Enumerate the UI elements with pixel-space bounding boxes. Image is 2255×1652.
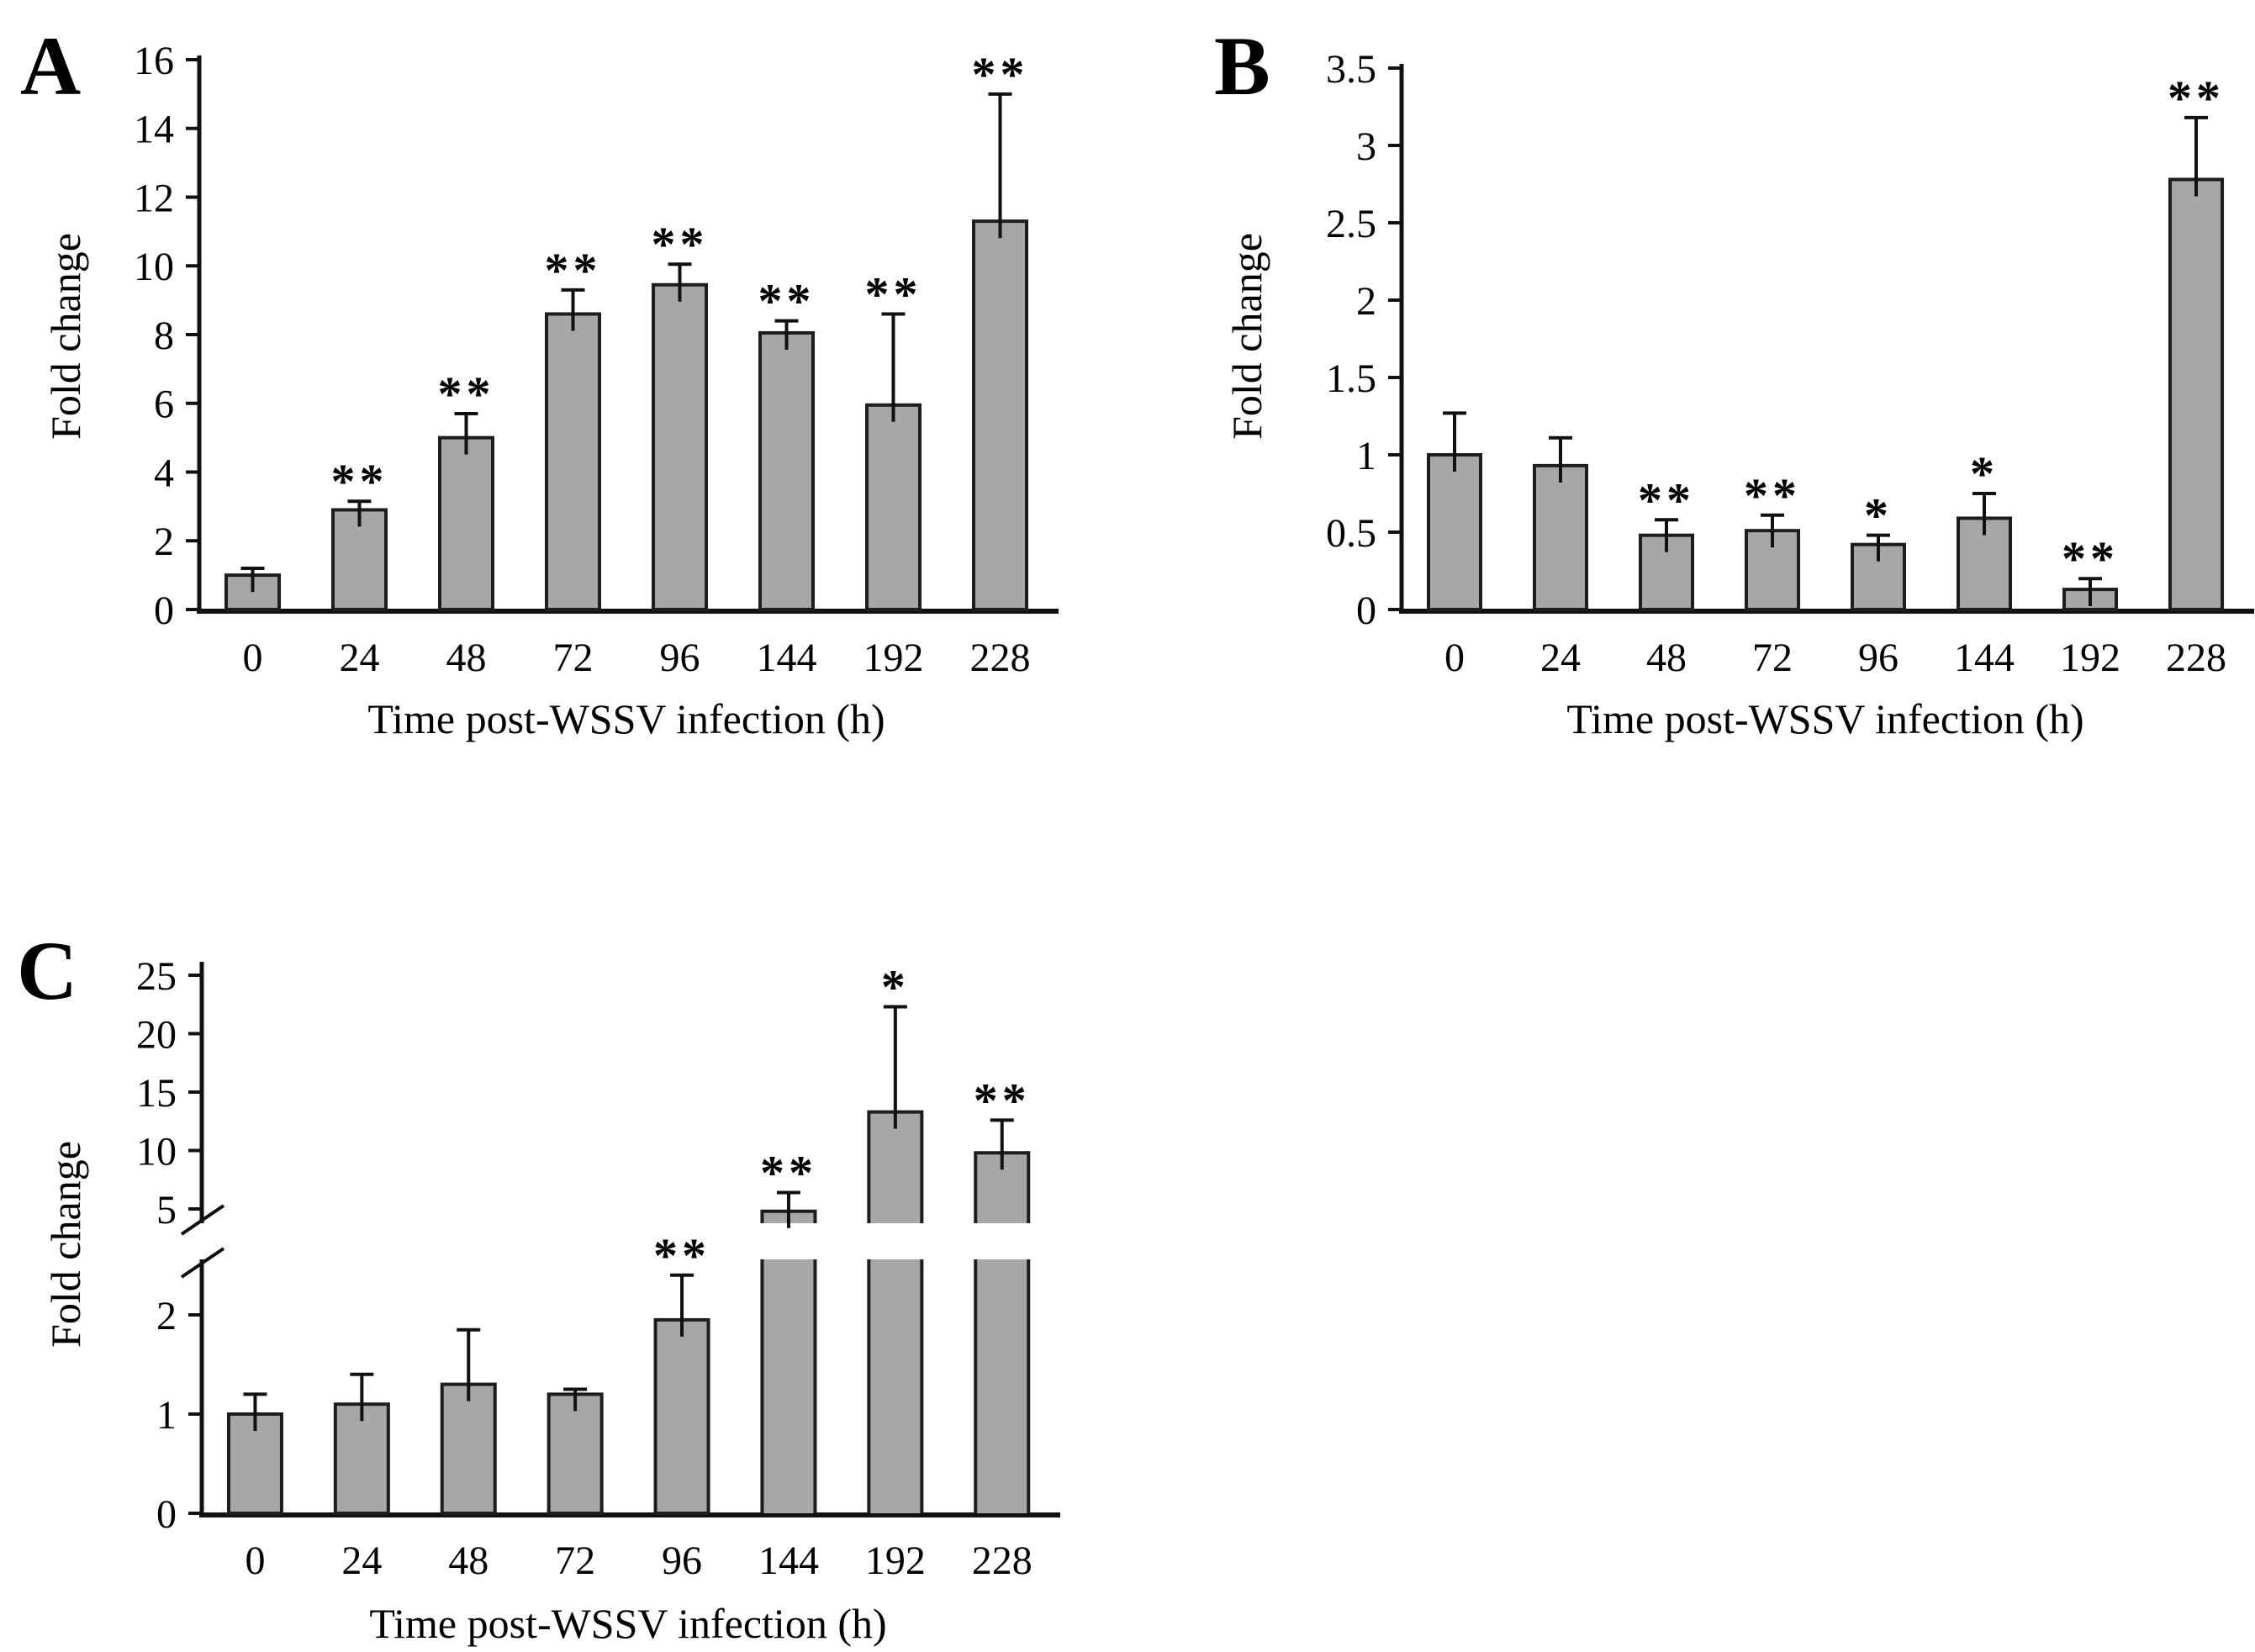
significance-marker: * [1864, 488, 1893, 543]
y-tick-label: 8 [154, 314, 174, 358]
bar [2168, 177, 2224, 611]
y-tick-label: 20 [136, 1012, 177, 1057]
x-axis-title: Time post-WSSV infection (h) [367, 695, 885, 742]
significance-marker: ** [1744, 468, 1801, 523]
axis-break-mark [180, 1247, 225, 1279]
y-tick-label: 2 [154, 520, 174, 564]
y-tick-label: 3.5 [1326, 47, 1376, 92]
y-tick-label: 1 [156, 1393, 177, 1438]
x-tick-label: 192 [865, 1539, 926, 1583]
x-tick-label: 48 [446, 636, 487, 680]
significance-marker: ** [2062, 531, 2119, 586]
y-tick-label: 10 [134, 245, 174, 289]
y-axis-label: Fold change [1223, 233, 1270, 440]
panel-letter: C [17, 924, 77, 1017]
bar [758, 330, 815, 611]
bar [652, 282, 708, 611]
x-axis-title: Time post-WSSV infection (h) [1566, 695, 2083, 742]
y-tick-label: 1.5 [1326, 356, 1376, 401]
x-tick-label: 144 [1954, 636, 2015, 680]
y-tick-label: 0 [154, 588, 174, 633]
bar [865, 403, 922, 612]
significance-marker: ** [545, 243, 602, 298]
x-tick-label: 192 [863, 636, 924, 680]
bar [438, 435, 494, 611]
significance-marker: ** [331, 454, 388, 509]
y-tick-label: 2 [156, 1294, 177, 1338]
y-tick-label: 6 [154, 383, 174, 427]
y-tick-label: 2.5 [1326, 202, 1376, 246]
x-tick-label: 228 [2166, 636, 2226, 680]
bar-lower-segment [975, 1259, 1029, 1513]
y-tick-label: 4 [154, 451, 174, 495]
significance-marker: * [1970, 446, 1999, 501]
x-tick-label: 228 [970, 636, 1031, 680]
y-tick-label: 5 [156, 1188, 177, 1232]
x-tick-label: 72 [553, 636, 594, 680]
x-tick-label: 0 [1444, 636, 1465, 680]
x-tick-label: 72 [555, 1539, 595, 1583]
x-tick-label: 228 [972, 1539, 1032, 1583]
x-tick-label: 0 [243, 636, 263, 680]
x-tick-label: 48 [1646, 636, 1687, 680]
x-tick-label: 144 [758, 1539, 819, 1583]
x-axis-title: Time post-WSSV infection (h) [369, 1600, 886, 1647]
y-tick-label: 3 [1356, 124, 1376, 169]
y-tick-label: 10 [136, 1129, 177, 1174]
y-tick-label: 0 [156, 1492, 177, 1537]
significance-marker: ** [652, 217, 709, 272]
panel-letter: A [20, 19, 81, 113]
significance-marker: ** [758, 274, 816, 329]
y-tick-label: 0 [1356, 588, 1376, 633]
bar [440, 1382, 497, 1515]
significance-marker: ** [974, 1073, 1031, 1127]
bar-upper-segment [869, 1111, 922, 1223]
bar [1427, 453, 1482, 611]
x-tick-label: 96 [662, 1539, 702, 1583]
x-tick-label: 24 [1540, 636, 1581, 680]
x-tick-label: 144 [757, 636, 817, 680]
x-tick-label: 96 [660, 636, 700, 680]
bar [653, 1317, 710, 1515]
bar [972, 219, 1028, 611]
y-tick-label: 0.5 [1326, 511, 1376, 556]
y-tick-label: 16 [134, 39, 174, 83]
bar [1533, 463, 1588, 611]
significance-marker: ** [1638, 472, 1695, 527]
axis-break-mark [180, 1204, 225, 1236]
bar [547, 1392, 604, 1516]
x-tick-label: 24 [340, 636, 380, 680]
significance-marker: ** [865, 267, 922, 321]
bar-lower-segment [869, 1259, 922, 1513]
x-tick-label: 0 [245, 1539, 265, 1583]
significance-marker: * [881, 960, 910, 1015]
significance-marker: ** [653, 1228, 710, 1283]
y-tick-label: 15 [136, 1071, 177, 1116]
y-axis-label: Fold change [42, 233, 89, 440]
y-tick-label: 1 [1356, 434, 1376, 478]
x-tick-label: 192 [2060, 636, 2120, 680]
y-axis-label: Fold change [42, 1141, 89, 1348]
y-tick-label: 12 [134, 176, 174, 220]
panel-letter: B [1214, 19, 1270, 113]
significance-marker: ** [2168, 71, 2225, 125]
bar [333, 1402, 390, 1516]
bar [545, 312, 601, 611]
x-tick-label: 48 [448, 1539, 488, 1583]
significance-marker: ** [760, 1146, 817, 1201]
y-tick-label: 14 [134, 108, 174, 152]
bar-lower-segment [762, 1259, 816, 1513]
y-tick-label: 2 [1356, 279, 1376, 324]
x-tick-label: 24 [341, 1539, 382, 1583]
significance-marker: ** [438, 367, 495, 421]
x-tick-label: 96 [1858, 636, 1899, 680]
x-tick-label: 72 [1752, 636, 1793, 680]
y-tick-label: 25 [136, 954, 177, 999]
significance-marker: ** [972, 47, 1029, 102]
